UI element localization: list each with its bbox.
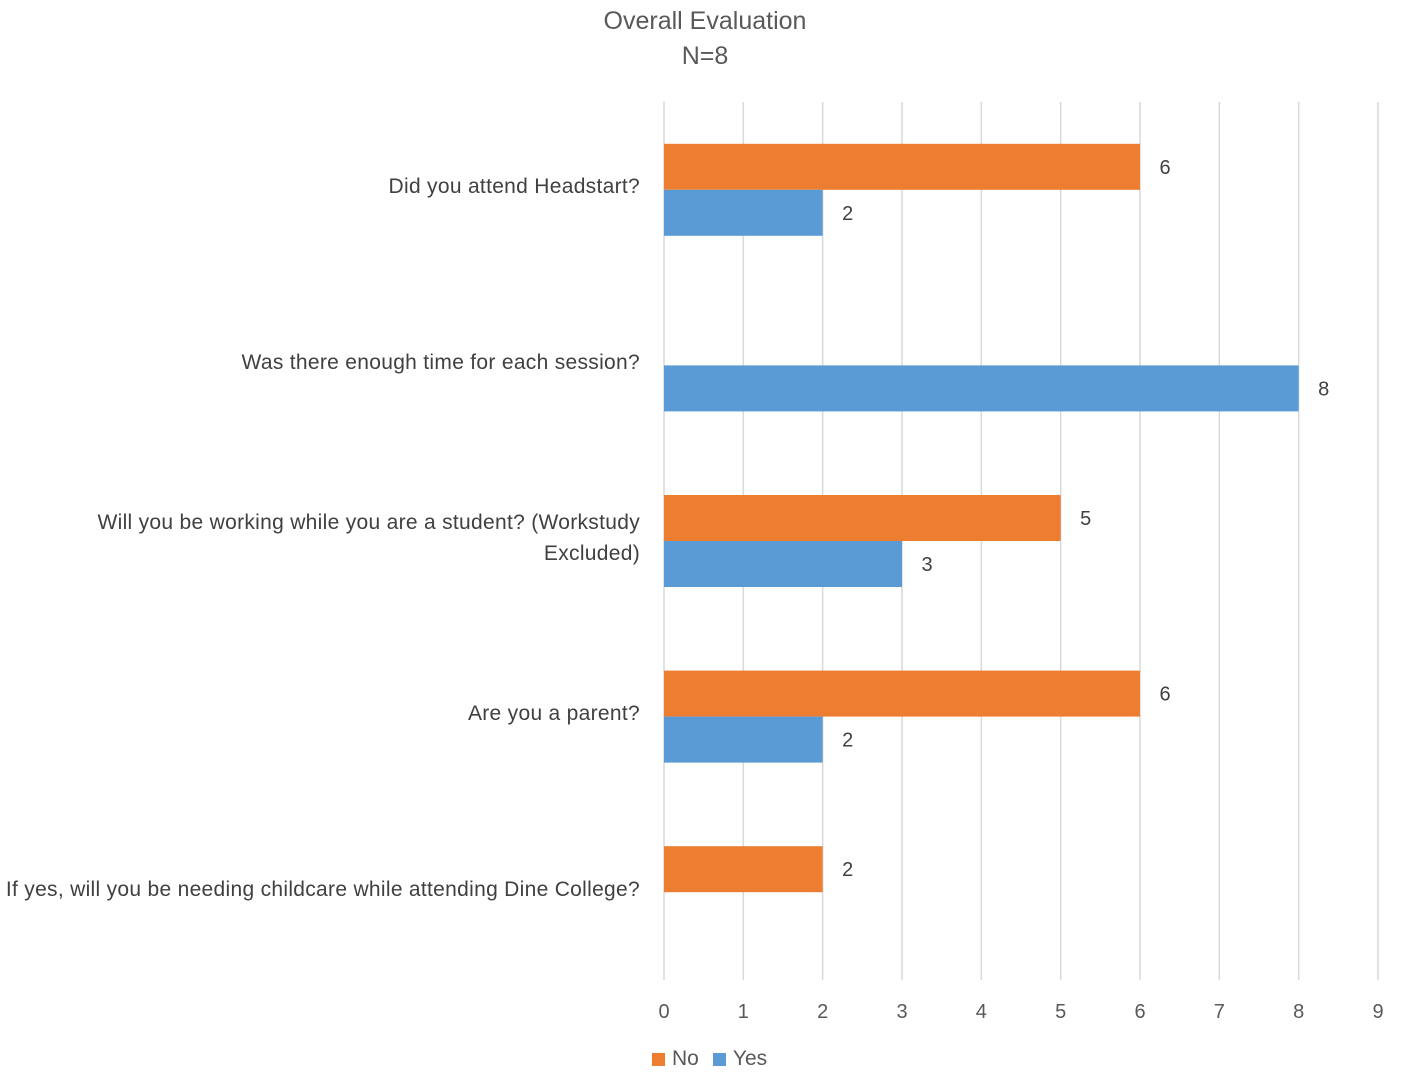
bar-yes <box>664 365 1299 412</box>
chart-plot: 6 2 8 5 3 6 2 2 0 1 2 3 4 5 6 7 8 9 <box>658 102 1384 1023</box>
bar-no <box>664 495 1061 541</box>
category-label: If yes, will you be needing childcare wh… <box>5 877 640 901</box>
chart-title: Overall Evaluation N=8 <box>0 4 1401 74</box>
bar-yes <box>664 189 823 236</box>
bar-yes <box>664 541 902 587</box>
x-tick-label: 9 <box>1372 1001 1383 1023</box>
x-tick-label: 7 <box>1214 1001 1225 1023</box>
x-tick-label: 2 <box>817 1001 828 1023</box>
data-label-yes: 3 <box>921 554 932 576</box>
legend: No Yes <box>652 1047 781 1071</box>
legend-swatch-no <box>652 1052 665 1066</box>
x-tick-label: 4 <box>976 1001 987 1023</box>
bar-no <box>664 670 1140 717</box>
data-label-yes: 2 <box>842 203 853 225</box>
x-axis-ticks: 0 1 2 3 4 5 6 7 8 9 <box>658 1001 1383 1023</box>
data-label-yes: 2 <box>842 730 853 752</box>
data-label-no: 5 <box>1080 508 1091 530</box>
x-tick-label: 5 <box>1055 1001 1066 1023</box>
x-tick-label: 8 <box>1293 1001 1304 1023</box>
legend-label-yes: Yes <box>732 1047 768 1070</box>
data-label-no: 6 <box>1159 157 1170 179</box>
data-label-no: 2 <box>842 859 853 881</box>
data-label-no: 6 <box>1159 684 1170 706</box>
category-label: Did you attend Headstart? <box>388 175 640 199</box>
legend-label-no: No <box>672 1047 699 1070</box>
category-label: Are you a parent? <box>467 702 640 726</box>
legend-swatch-yes <box>712 1052 726 1066</box>
bar-yes <box>664 716 823 763</box>
legend-item-no: No <box>652 1047 699 1071</box>
category-label: Will you be working while you are a stud… <box>97 511 640 565</box>
category-label: Was there enough time for each session? <box>241 350 640 374</box>
data-labels: 6 2 8 5 3 6 2 2 <box>842 157 1329 881</box>
chart-subtitle-text: N=8 <box>681 42 729 70</box>
x-tick-label: 6 <box>1134 1001 1145 1023</box>
bars <box>664 143 1299 893</box>
legend-item-yes: Yes <box>712 1047 768 1071</box>
x-tick-label: 3 <box>896 1001 907 1023</box>
x-tick-label: 0 <box>658 1001 669 1023</box>
bar-no <box>664 846 823 893</box>
bar-no <box>664 143 1140 190</box>
x-tick-label: 1 <box>738 1001 749 1023</box>
chart-title-text: Overall Evaluation <box>603 7 807 35</box>
data-label-yes: 8 <box>1318 378 1329 400</box>
